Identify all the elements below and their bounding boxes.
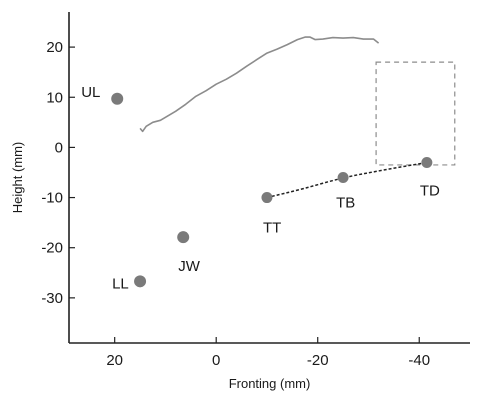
y-tick-label: -10 xyxy=(41,190,63,207)
point-label-tt: TT xyxy=(263,220,281,237)
region-box xyxy=(375,61,456,166)
y-tick-label: -20 xyxy=(41,240,63,257)
point-label-jw: JW xyxy=(178,258,201,275)
x-tick-label: -40 xyxy=(408,352,430,369)
point-label-td: TD xyxy=(420,182,440,199)
plot-area: UL LL JW TT TB TD xyxy=(81,36,456,292)
y-tick-label: -30 xyxy=(41,290,63,307)
y-tick-label: 20 xyxy=(46,39,63,56)
y-axis-label: Height (mm) xyxy=(10,142,25,214)
x-tick-label: 0 xyxy=(212,352,220,369)
tongue-curve-line xyxy=(266,161,427,199)
point-label-ul: UL xyxy=(81,84,100,101)
data-point-ul xyxy=(111,92,124,105)
data-point-ll xyxy=(134,275,147,288)
data-point-jw xyxy=(177,231,190,244)
data-point-td xyxy=(421,156,433,168)
x-tick-label: 20 xyxy=(106,352,123,369)
point-label-ll: LL xyxy=(112,275,129,292)
axes xyxy=(68,12,470,344)
x-tick-label: -20 xyxy=(307,352,329,369)
data-point-tt xyxy=(261,192,273,204)
y-tick-label: 0 xyxy=(55,139,63,156)
x-axis-label: Fronting (mm) xyxy=(229,376,311,391)
y-tick-label: 10 xyxy=(46,89,63,106)
palate-trace-line xyxy=(139,36,380,133)
point-label-tb: TB xyxy=(336,195,355,212)
tick-labels: 20 10 0 -10 -20 -30 20 0 -20 -40 xyxy=(41,39,430,369)
data-point-tb xyxy=(337,172,349,183)
